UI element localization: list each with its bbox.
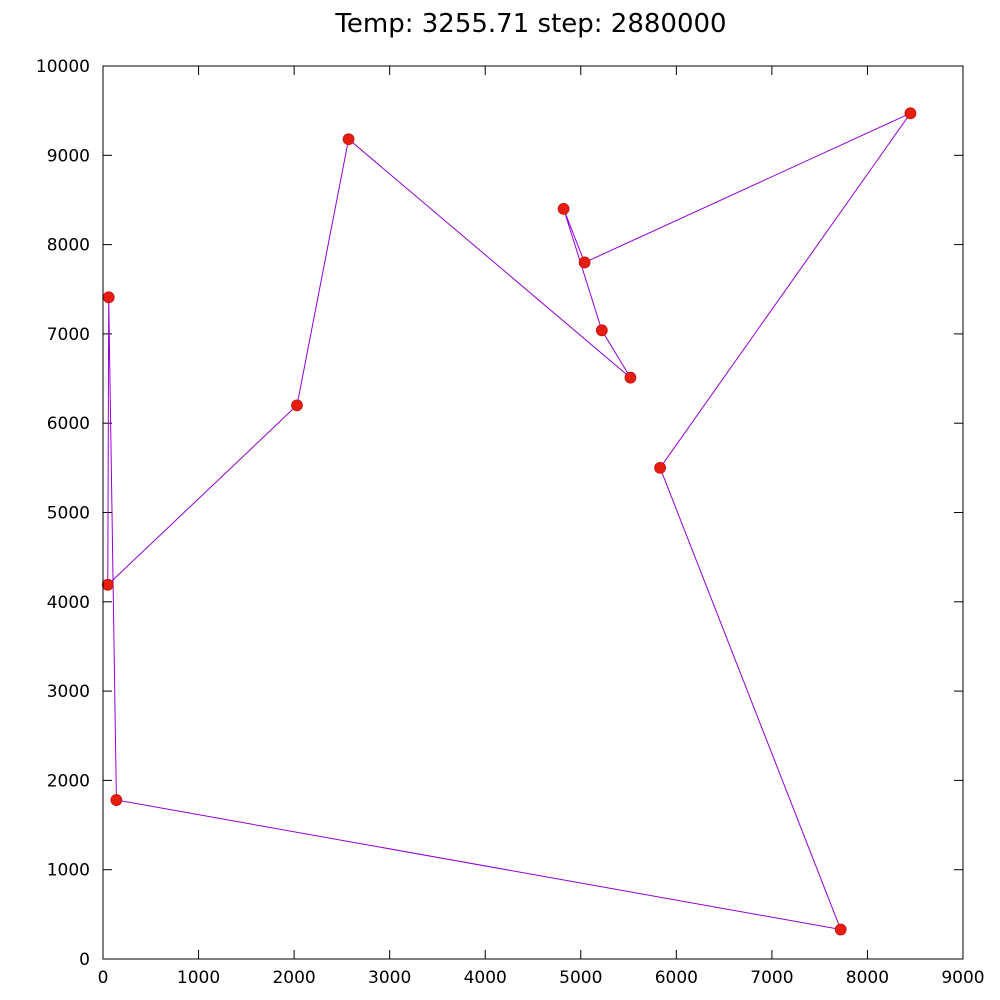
- tour-path: [107, 112, 912, 931]
- city-point-5: [101, 578, 114, 591]
- x-tick-label: 2000: [272, 968, 315, 988]
- tick-labels: 0 1000 2000 3000 4000 5000 6000 7000 8000 9000 0 10…: [36, 57, 985, 988]
- y-tick-label: 10000: [36, 57, 90, 77]
- x-tick-label: 5000: [559, 968, 602, 988]
- chart-title: Temp: 3255.71 step: 2880000: [334, 9, 726, 39]
- x-tick-label: 0: [98, 968, 109, 988]
- city-point-9: [595, 324, 608, 337]
- plot-frame: [102, 65, 964, 960]
- city-point-8: [624, 371, 637, 384]
- y-tick-label: 7000: [47, 325, 90, 345]
- city-point-6: [291, 399, 303, 412]
- y-tick-label: 5000: [47, 504, 90, 524]
- y-tick-label: 6000: [47, 414, 90, 434]
- y-tick-label: 0: [79, 950, 90, 970]
- y-tick-label: 1000: [47, 861, 90, 881]
- city-point-4: [102, 291, 115, 304]
- city-point-7: [342, 133, 355, 146]
- x-tick-label: 7000: [750, 968, 793, 988]
- city-point-10: [557, 202, 570, 215]
- city-point-1: [654, 461, 666, 474]
- x-tick-label: 4000: [464, 968, 507, 988]
- y-tick-label: 4000: [47, 593, 90, 613]
- x-tick-label: 8000: [846, 968, 889, 988]
- x-tick-label: 3000: [368, 968, 411, 988]
- x-tick-label: 6000: [655, 968, 698, 988]
- x-tick-label: 1000: [177, 968, 220, 988]
- axis-ticks: [102, 65, 964, 960]
- city-point-0: [904, 107, 917, 120]
- y-tick-label: 3000: [47, 682, 90, 702]
- y-tick-label: 9000: [47, 146, 90, 166]
- city-point-3: [110, 794, 123, 806]
- x-tick-label: 9000: [941, 968, 984, 988]
- tour-line: [107, 112, 912, 931]
- city-point-2: [834, 923, 847, 936]
- y-tick-label: 8000: [47, 236, 90, 256]
- tour-points: [101, 107, 917, 936]
- y-tick-label: 2000: [47, 771, 90, 791]
- city-point-11: [578, 256, 591, 269]
